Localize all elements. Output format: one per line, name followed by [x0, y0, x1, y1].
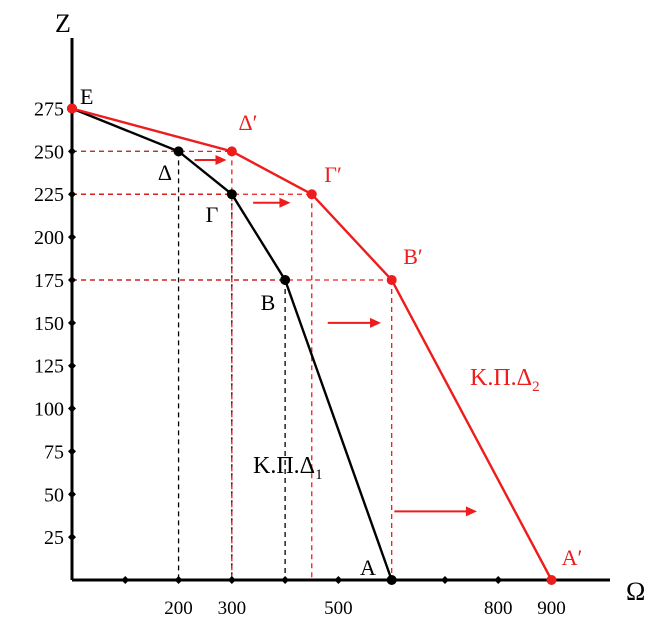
- point-label: Β′: [403, 244, 423, 269]
- curve-label-2: Κ.Π.Δ2: [470, 365, 540, 395]
- data-point: [386, 575, 397, 585]
- y-tick-mark: [68, 533, 76, 542]
- y-tick-mark: [68, 147, 76, 156]
- x-axis-title: Ω: [626, 577, 645, 606]
- data-point: [226, 146, 237, 157]
- y-tick-mark: [68, 190, 76, 199]
- x-tick-label: 200: [164, 598, 193, 617]
- projection-lines: [72, 150, 393, 580]
- y-tick-label: 125: [34, 356, 64, 378]
- data-point: [386, 274, 397, 285]
- shift-arrows: [194, 154, 477, 517]
- x-tick-mark: [494, 576, 503, 584]
- x-tick-mark: [121, 576, 130, 584]
- x-tick-label: 900: [537, 598, 566, 617]
- point-label: Γ: [206, 202, 219, 227]
- ticks: 25 50 75 100 125 150 175 200 225 250 275 200 300 500 8…: [34, 99, 566, 617]
- y-tick-label: 150: [34, 313, 64, 335]
- y-tick-mark: [68, 361, 76, 370]
- x-tick-mark: [440, 576, 449, 584]
- y-tick-label: 100: [34, 399, 64, 421]
- x-tick-mark: [281, 576, 290, 584]
- data-point: [280, 274, 291, 285]
- y-tick-mark: [68, 490, 76, 499]
- y-tick-label: 200: [34, 227, 64, 249]
- y-tick-label: 275: [34, 99, 64, 121]
- x-tick-mark: [334, 576, 343, 584]
- point-label: Γ′: [324, 162, 342, 187]
- point-label: Β: [261, 290, 276, 315]
- y-tick-mark: [68, 447, 76, 456]
- data-point: [173, 146, 184, 157]
- point-label: Δ′: [239, 110, 258, 135]
- y-tick-mark: [68, 404, 76, 413]
- data-point: [67, 103, 77, 114]
- axes: Z Ω: [55, 9, 645, 606]
- y-tick-label: 25: [44, 527, 64, 549]
- y-tick-label: 225: [34, 184, 64, 206]
- point-label: Ε: [80, 84, 93, 109]
- x-tick-label: 800: [484, 598, 513, 617]
- x-tick-mark: [227, 576, 236, 584]
- x-tick-label: 300: [218, 598, 247, 617]
- y-tick-label: 175: [34, 270, 64, 292]
- shift-arrow-head: [215, 154, 227, 165]
- series: [67, 103, 557, 585]
- y-tick-label: 75: [44, 441, 64, 463]
- point-label: Δ: [158, 160, 172, 185]
- point-label: Α: [360, 555, 376, 580]
- y-tick-mark: [68, 318, 76, 327]
- shift-arrow-head: [370, 317, 382, 328]
- x-tick-label: 500: [324, 598, 353, 617]
- y-tick-mark: [68, 233, 76, 242]
- y-tick-label: 50: [44, 484, 64, 506]
- data-point: [546, 575, 557, 585]
- curve-label-1: Κ.Π.Δ1: [253, 453, 323, 483]
- curve-label-subscript: 1: [315, 467, 323, 483]
- shift-arrow-head: [279, 197, 291, 208]
- y-axis-title: Z: [55, 9, 71, 38]
- curve-label-subscript: 2: [532, 379, 540, 395]
- point-label: Α′: [562, 545, 583, 570]
- data-point: [226, 189, 237, 200]
- y-tick-mark: [68, 275, 76, 284]
- x-tick-mark: [174, 576, 183, 584]
- point-labels: Ε Δ Γ Β Α Δ′ Γ′ Β′ Α′ Κ.Π.Δ1 Κ.Π.Δ2: [80, 84, 582, 580]
- shift-arrow-head: [465, 506, 477, 517]
- data-point: [306, 189, 317, 200]
- y-tick-label: 250: [34, 141, 64, 163]
